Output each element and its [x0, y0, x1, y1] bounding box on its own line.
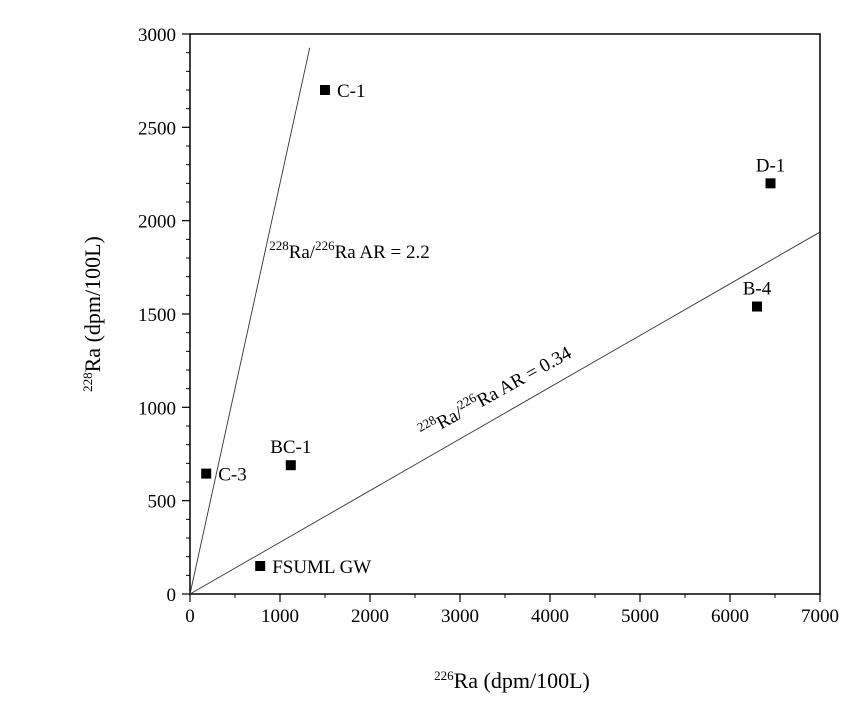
data-points: C-1 D-1 B-4 BC-1 C-3 FSUML GW: [201, 81, 785, 578]
x-tick-label: 6000: [711, 606, 749, 627]
reference-line: [189, 47, 311, 595]
data-point: [255, 561, 266, 571]
reference-lines: 228Ra/226Ra AR = 2.2 228Ra/226Ra AR = 0.3…: [189, 47, 821, 595]
y-axis-title: 228Ra (dpm/100L): [80, 236, 105, 392]
y-tick-label: 1000: [138, 398, 176, 419]
label-text: Ra AR = 2.2: [335, 242, 430, 263]
y-tick-label: 500: [148, 492, 177, 513]
y-tick-label: 2500: [138, 118, 176, 139]
x-tick-label: 4000: [531, 606, 569, 627]
axis-ticks: 0 1000 2000 3000 4000 5000 6000 7000 0 500 1000 150…: [138, 25, 839, 627]
x-axis-title: 226Ra (dpm/100L): [434, 668, 590, 693]
data-point: [320, 85, 330, 95]
data-point-label: FSUML GW: [272, 557, 371, 578]
x-tick-label: 3000: [441, 606, 479, 627]
y-tick-label: 3000: [138, 25, 176, 46]
y-tick-label: 2000: [138, 212, 176, 233]
x-tick-label: 5000: [621, 606, 659, 627]
reference-line-label: 228Ra/226Ra AR = 0.34: [414, 339, 575, 444]
data-point-label: BC-1: [270, 437, 311, 458]
y-axis-title-text: Ra (dpm/100L): [80, 236, 105, 372]
y-axis-title-isotope: 228: [80, 372, 95, 392]
y-tick-label: 0: [167, 585, 177, 606]
x-tick-label: 1000: [261, 606, 299, 627]
data-point: [201, 468, 212, 479]
label-superscript: 226: [315, 238, 335, 253]
data-point: [752, 301, 762, 312]
data-point-label: B-4: [743, 279, 772, 300]
data-point: [765, 178, 776, 189]
x-tick-label: 0: [185, 606, 195, 627]
data-point-label: D-1: [756, 155, 786, 176]
data-point-label: C-3: [218, 465, 247, 486]
data-point-label: C-1: [337, 81, 366, 102]
reference-line: [189, 231, 821, 595]
label-superscript: 228: [269, 238, 289, 253]
label-text: Ra/: [289, 242, 316, 263]
y-tick-label: 1500: [138, 305, 176, 326]
x-tick-label: 2000: [351, 606, 389, 627]
reference-line-label: 228Ra/226Ra AR = 2.2: [269, 238, 430, 263]
x-axis-title-text: Ra (dpm/100L): [454, 668, 590, 693]
x-axis-title-isotope: 226: [434, 668, 454, 683]
plot-frame: [189, 33, 821, 595]
x-tick-label: 7000: [801, 606, 839, 627]
data-point: [285, 460, 296, 471]
